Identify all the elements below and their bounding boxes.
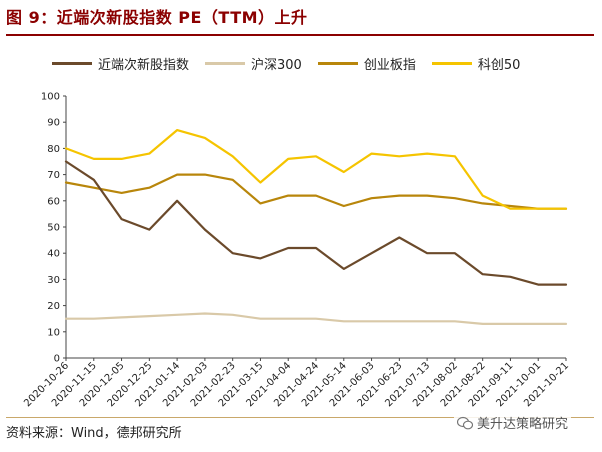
watermark: 美升达策略研究 [454, 412, 572, 433]
title-divider [6, 34, 594, 36]
legend-item-3: 科创50 [431, 54, 521, 73]
legend-item-0: 近端次新股指数 [52, 54, 189, 73]
figure-title: 图 9：近端次新股指数 PE（TTM）上升 [6, 8, 308, 27]
series-line-0 [64, 160, 568, 286]
y-tick-label: 80 [47, 144, 60, 155]
y-tick-label: 100 [41, 92, 60, 103]
y-tick-label: 60 [47, 196, 60, 207]
legend-swatch-3 [431, 62, 472, 65]
y-tick-label: 40 [47, 249, 60, 260]
source-note: 资料来源：Wind，德邦研究所 [6, 426, 182, 441]
y-tick-label: 50 [47, 223, 60, 234]
wechat-icon [457, 416, 473, 429]
y-tick-label: 70 [47, 170, 60, 181]
y-tick-label: 20 [47, 301, 60, 312]
legend-item-2: 创业板指 [317, 54, 416, 73]
legend-label-1: 沪深300 [251, 58, 302, 73]
source-divider [6, 417, 594, 418]
legend-label-2: 创业板指 [363, 58, 416, 73]
legend-swatch-2 [317, 62, 358, 65]
legend-swatch-0 [52, 62, 92, 65]
legend-swatch-1 [205, 62, 246, 65]
y-tick-label: 90 [47, 118, 60, 129]
y-tick-label: 0 [54, 354, 60, 365]
legend-label-0: 近端次新股指数 [98, 58, 190, 73]
legend-item-1: 沪深300 [205, 54, 302, 73]
y-tick-label: 30 [47, 275, 60, 286]
chart-legend: 近端次新股指数 沪深300 创业板指 科创50 [52, 54, 536, 73]
line-chart: 01020304050607080901002020-10-262020-11-… [22, 92, 571, 410]
legend-label-3: 科创50 [477, 58, 521, 73]
series-line-3 [64, 128, 568, 210]
series-line-2 [64, 173, 568, 210]
y-tick-label: 10 [47, 327, 60, 338]
watermark-text: 美升达策略研究 [477, 417, 569, 432]
